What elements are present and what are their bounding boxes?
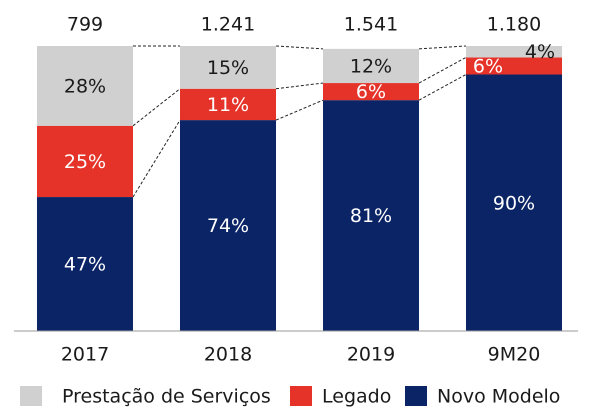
connector xyxy=(275,45,324,50)
bar-segment xyxy=(180,46,276,89)
total-label: 1.180 xyxy=(487,14,541,36)
value-label: 6% xyxy=(473,55,503,77)
value-label: 11% xyxy=(207,94,249,116)
bar-segment xyxy=(466,57,562,75)
bar-segment xyxy=(323,83,419,101)
value-label: 6% xyxy=(356,81,386,103)
bar-segment xyxy=(466,46,562,58)
total-label: 1.241 xyxy=(201,14,255,36)
value-label: 28% xyxy=(64,75,106,97)
bar-segment xyxy=(466,74,562,331)
value-label: 12% xyxy=(350,55,392,77)
bar-segment xyxy=(37,197,133,331)
connector xyxy=(418,45,467,50)
connector xyxy=(275,82,324,90)
value-label: 15% xyxy=(207,57,249,79)
x-tick-label: 9M20 xyxy=(488,344,541,366)
bar-segment xyxy=(323,100,419,332)
legend-swatch xyxy=(405,386,427,406)
bar-segment xyxy=(37,46,133,126)
connector xyxy=(132,119,181,198)
bar-segment xyxy=(180,88,276,121)
value-label: 47% xyxy=(64,254,106,276)
total-label: 1.541 xyxy=(344,14,398,36)
value-label: 74% xyxy=(207,215,249,237)
value-label: 4% xyxy=(525,41,555,63)
legend-label: Legado xyxy=(322,386,391,408)
value-label: 90% xyxy=(493,192,535,214)
legend-label: Novo Modelo xyxy=(437,386,560,408)
connector xyxy=(275,99,324,121)
legend-swatch xyxy=(20,386,42,406)
legend-label: Prestação de Serviços xyxy=(62,386,271,408)
x-tick-label: 2018 xyxy=(204,344,252,366)
value-label: 81% xyxy=(350,205,392,227)
value-label: 25% xyxy=(64,151,106,173)
connector xyxy=(132,88,181,127)
bar-segment xyxy=(180,120,276,331)
legend-swatch xyxy=(290,386,312,406)
x-tick-label: 2019 xyxy=(347,344,395,366)
bar-segment xyxy=(323,48,419,84)
connector xyxy=(418,56,467,84)
x-tick-label: 2017 xyxy=(61,344,109,366)
bar-segment xyxy=(37,125,133,198)
total-label: 799 xyxy=(67,14,103,36)
connector xyxy=(418,74,467,101)
